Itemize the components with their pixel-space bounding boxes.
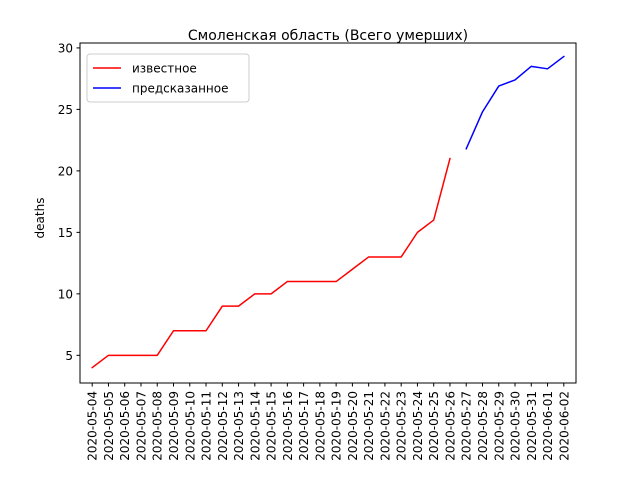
x-tick-label: 2020-06-02 bbox=[557, 391, 571, 461]
x-tick-label: 2020-05-17 bbox=[297, 391, 311, 461]
x-tick-label: 2020-05-19 bbox=[330, 391, 344, 461]
y-axis-ticks: 5 10 15 20 25 30 bbox=[58, 41, 80, 363]
x-tick-label: 2020-05-10 bbox=[183, 391, 197, 461]
x-tick-label: 2020-05-09 bbox=[167, 391, 181, 461]
legend-label-1: предсказанное bbox=[132, 82, 229, 96]
x-tick-label: 2020-05-16 bbox=[281, 391, 295, 461]
plot-lines bbox=[91, 55, 565, 369]
x-tick-label: 2020-05-08 bbox=[151, 391, 165, 461]
y-tick-label: 20 bbox=[58, 164, 73, 178]
legend: известное предсказанное bbox=[86, 53, 250, 103]
x-tick-label: 2020-05-22 bbox=[378, 391, 392, 461]
y-axis-label: deaths bbox=[33, 198, 47, 239]
series-line-0 bbox=[91, 157, 451, 369]
x-tick-label: 2020-05-12 bbox=[216, 391, 230, 461]
x-tick-label: 2020-05-21 bbox=[362, 391, 376, 461]
x-tick-label: 2020-06-01 bbox=[541, 391, 555, 461]
x-tick-label: 2020-05-29 bbox=[492, 391, 506, 461]
y-tick-label: 10 bbox=[58, 287, 73, 301]
legend-label-0: известное bbox=[132, 62, 197, 76]
series-line-1 bbox=[465, 55, 565, 150]
y-tick-label: 15 bbox=[58, 226, 73, 240]
x-tick-label: 2020-05-14 bbox=[248, 391, 262, 461]
x-tick-label: 2020-05-25 bbox=[427, 391, 441, 461]
x-tick-label: 2020-05-28 bbox=[476, 391, 490, 461]
y-tick-label: 30 bbox=[58, 41, 73, 55]
x-tick-label: 2020-05-20 bbox=[346, 391, 360, 461]
legend-box bbox=[86, 53, 250, 103]
x-tick-label: 2020-05-27 bbox=[460, 391, 474, 461]
plot-frame bbox=[79, 42, 577, 384]
chart-title: Смоленская область (Всего умерших) bbox=[188, 28, 468, 44]
x-tick-label: 2020-05-18 bbox=[313, 391, 327, 461]
x-tick-label: 2020-05-13 bbox=[232, 391, 246, 461]
x-tick-label: 2020-05-23 bbox=[395, 391, 409, 461]
x-tick-label: 2020-05-11 bbox=[200, 391, 214, 461]
x-axis-ticks: 2020-05-04 2020-05-05 2020-05-06 2020-05-07… bbox=[86, 383, 571, 461]
x-tick-label: 2020-05-24 bbox=[411, 391, 425, 461]
x-tick-label: 2020-05-31 bbox=[525, 391, 539, 461]
x-tick-label: 2020-05-04 bbox=[86, 391, 100, 461]
y-tick-label: 25 bbox=[58, 103, 73, 117]
x-tick-label: 2020-05-07 bbox=[134, 391, 148, 461]
x-tick-label: 2020-05-30 bbox=[509, 391, 523, 461]
y-tick-label: 5 bbox=[65, 349, 73, 363]
x-tick-label: 2020-05-05 bbox=[102, 391, 116, 461]
x-tick-label: 2020-05-26 bbox=[443, 391, 457, 461]
x-tick-label: 2020-05-15 bbox=[265, 391, 279, 461]
x-tick-label: 2020-05-06 bbox=[118, 391, 132, 461]
